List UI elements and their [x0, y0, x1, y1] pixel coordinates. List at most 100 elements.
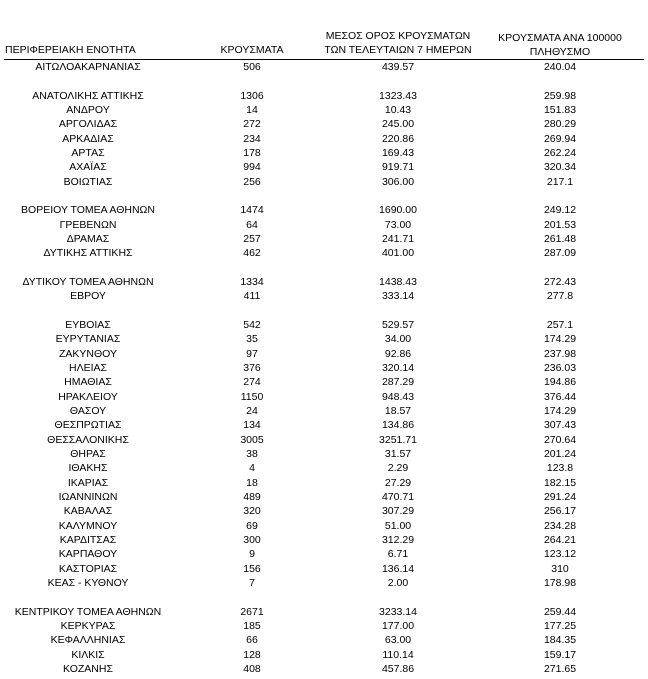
weekly-average: 6.71	[387, 548, 409, 561]
cases-per-100000: 159.17	[543, 648, 577, 661]
cases-per-100000: 234.28	[543, 519, 577, 532]
weekly-average: 31.57	[384, 448, 412, 460]
weekly-average: 470.71	[381, 491, 415, 503]
header-per-capita: ΚΡΟΥΣΜΑΤΑ ΑΝΑ 100000	[498, 32, 622, 44]
cases-per-100000: 259.44	[543, 605, 577, 618]
cases: 64	[246, 218, 258, 231]
cases-per-100000: 194.86	[543, 376, 577, 389]
cases-per-100000: 264.21	[543, 534, 577, 546]
cases-per-100000: 287.09	[543, 247, 577, 260]
weekly-average: 919.71	[381, 161, 415, 174]
weekly-average: 333.14	[381, 290, 415, 303]
weekly-average: 320.14	[381, 362, 415, 374]
cases-per-100000: 236.03	[543, 362, 577, 374]
cases-per-100000: 256.17	[543, 505, 577, 518]
cases: 24	[246, 405, 258, 417]
cases: 134	[243, 419, 261, 432]
region-name: ΘΑΣΟΥ	[69, 405, 107, 417]
cases-per-100000: 269.94	[543, 132, 577, 145]
region-name: ΚΑΣΤΟΡΙΑΣ	[58, 562, 118, 575]
cases: 506	[243, 61, 261, 73]
cases-per-100000: 277.8	[546, 290, 574, 303]
cases: 97	[246, 347, 258, 360]
cases: 9	[249, 548, 255, 561]
weekly-average: 34.00	[384, 333, 412, 346]
cases-per-100000: 123.8	[546, 462, 574, 475]
region-name: ΘΕΣΣΑΛΟΝΙΚΗΣ	[47, 433, 129, 446]
weekly-average: 27.29	[384, 476, 412, 489]
cases-per-100000: 257.1	[546, 319, 574, 331]
weekly-average: 18.57	[384, 405, 412, 417]
cases-per-100000: 174.29	[543, 405, 577, 417]
weekly-average: 51.00	[384, 519, 412, 532]
weekly-average: 312.29	[381, 534, 415, 546]
cases-per-100000: 178.98	[543, 577, 577, 589]
cases: 1150	[240, 390, 264, 403]
region-name: ΑΝΔΡΟΥ	[66, 104, 110, 116]
weekly-average: 529.57	[381, 319, 415, 331]
weekly-average: 307.29	[381, 505, 415, 518]
cases-per-100000: 217.1	[546, 175, 574, 188]
cases-per-100000: 320.34	[543, 161, 577, 174]
weekly-average: 2.29	[387, 462, 409, 475]
header-region: ΠΕΡΙΦΕΡΕΙΑΚΗ ΕΝΟΤΗΤΑ	[5, 44, 136, 56]
cases-per-100000: 237.98	[543, 347, 577, 360]
region-name: ΑΡΓΟΛΙΔΑΣ	[58, 118, 118, 131]
cases: 3005	[240, 433, 264, 446]
weekly-average: 110.14	[382, 648, 414, 661]
cases: 7	[249, 577, 255, 589]
region-name: ΘΕΣΠΡΩΤΙΑΣ	[54, 419, 122, 432]
region-name: ΗΡΑΚΛΕΙΟΥ	[58, 390, 118, 403]
cases: 66	[246, 634, 258, 647]
weekly-average: 2.00	[387, 577, 409, 589]
cases: 376	[243, 362, 261, 374]
region-name: ΑΝΑΤΟΛΙΚΗΣ ΑΤΤΙΚΗΣ	[32, 89, 144, 102]
cases-per-100000: 201.24	[543, 448, 577, 460]
cases: 411	[243, 290, 261, 303]
region-name: ΚΕΝΤΡΙΚΟΥ ΤΟΜΕΑ ΑΘΗΝΩΝ	[14, 605, 162, 618]
cases: 462	[243, 247, 261, 260]
region-name: ΗΜΑΘΙΑΣ	[64, 376, 112, 389]
cases: 1474	[240, 204, 264, 217]
region-name: ΗΛΕΙΑΣ	[68, 362, 108, 374]
cases-per-100000: 201.53	[543, 218, 577, 231]
cases: 1334	[240, 276, 264, 288]
region-name: ΕΥΒΟΙΑΣ	[65, 319, 111, 331]
region-name: ΙΘΑΚΗΣ	[68, 462, 108, 475]
cases: 274	[243, 376, 261, 389]
weekly-average: 306.00	[381, 175, 415, 188]
region-name: ΓΡΕΒΕΝΩΝ	[59, 218, 117, 231]
weekly-average: 245.00	[381, 118, 415, 131]
cases-per-100000: 271.65	[543, 663, 577, 675]
cases-per-100000: 249.12	[543, 204, 577, 217]
cases: 4	[249, 462, 255, 475]
cases: 272	[243, 118, 261, 131]
cases-per-100000: 272.43	[543, 276, 577, 288]
weekly-average: 3251.71	[379, 433, 417, 446]
header-rule	[4, 59, 644, 60]
header-per-capita: ΠΛΗΘΥΣΜΟ	[529, 46, 591, 58]
cases-per-100000: 270.64	[543, 433, 577, 446]
header-cases: ΚΡΟΥΣΜΑΤΑ	[220, 44, 284, 56]
region-name: ΚΙΛΚΙΣ	[71, 648, 105, 661]
cases: 489	[243, 491, 261, 503]
cases: 234	[243, 132, 261, 145]
weekly-average: 457.86	[381, 663, 415, 675]
weekly-average: 169.43	[381, 147, 415, 159]
region-name: ΔΥΤΙΚΟΥ ΤΟΜΕΑ ΑΘΗΝΩΝ	[22, 276, 154, 288]
weekly-average: 92.86	[384, 347, 412, 360]
cases: 128	[243, 648, 261, 661]
region-name: ΒΟΙΩΤΙΑΣ	[63, 175, 113, 188]
region-name: ΑΡΤΑΣ	[71, 147, 105, 159]
weekly-average: 1690.00	[379, 204, 417, 217]
cases-per-100000: 240.04	[543, 61, 577, 73]
cases: 156	[243, 562, 261, 575]
region-name: ΑΙΤΩΛΟΑΚΑΡΝΑΝΙΑΣ	[35, 61, 141, 73]
region-name: ΚΕΡΚΥΡΑΣ	[60, 620, 116, 632]
weekly-average: 439.57	[381, 61, 415, 73]
weekly-average: 401.00	[381, 247, 415, 260]
region-name: ΑΧΑΪΑΣ	[69, 161, 107, 174]
weekly-average: 63.00	[384, 634, 412, 647]
cases: 35	[246, 333, 258, 346]
cases-per-100000: 174.29	[543, 333, 577, 346]
